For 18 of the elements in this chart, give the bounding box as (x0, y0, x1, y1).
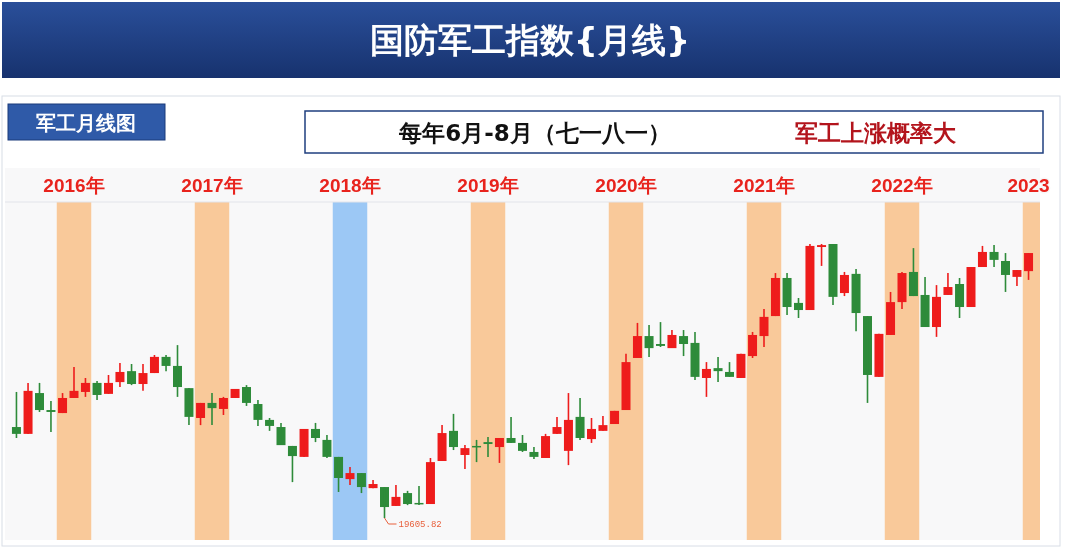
x-tick-label: 2021年 (733, 175, 795, 196)
x-tick-label: 2022年 (871, 175, 933, 196)
x-tick-label: 2020年 (595, 175, 657, 196)
x-tick-label: 2016年 (43, 175, 105, 196)
candlestick (127, 363, 137, 386)
text: 每年6月-8月（七一八一） (398, 120, 671, 146)
candlestick (242, 384, 251, 407)
candlestick (817, 243, 827, 267)
candlestick (11, 391, 21, 439)
chart-title: 国防军工指数{月线} (369, 20, 691, 60)
candlestick (656, 321, 665, 348)
chart-subtitle: 军工月线图 (36, 111, 136, 135)
x-tick-label: 2018年 (319, 175, 381, 196)
x-tick-label: 2023 (1007, 175, 1050, 196)
text: 19605.82 (398, 520, 442, 530)
text: 军工上涨概率大 (794, 120, 957, 146)
x-tick-label: 2017年 (181, 175, 243, 196)
x-tick-label: 2019年 (457, 175, 519, 196)
